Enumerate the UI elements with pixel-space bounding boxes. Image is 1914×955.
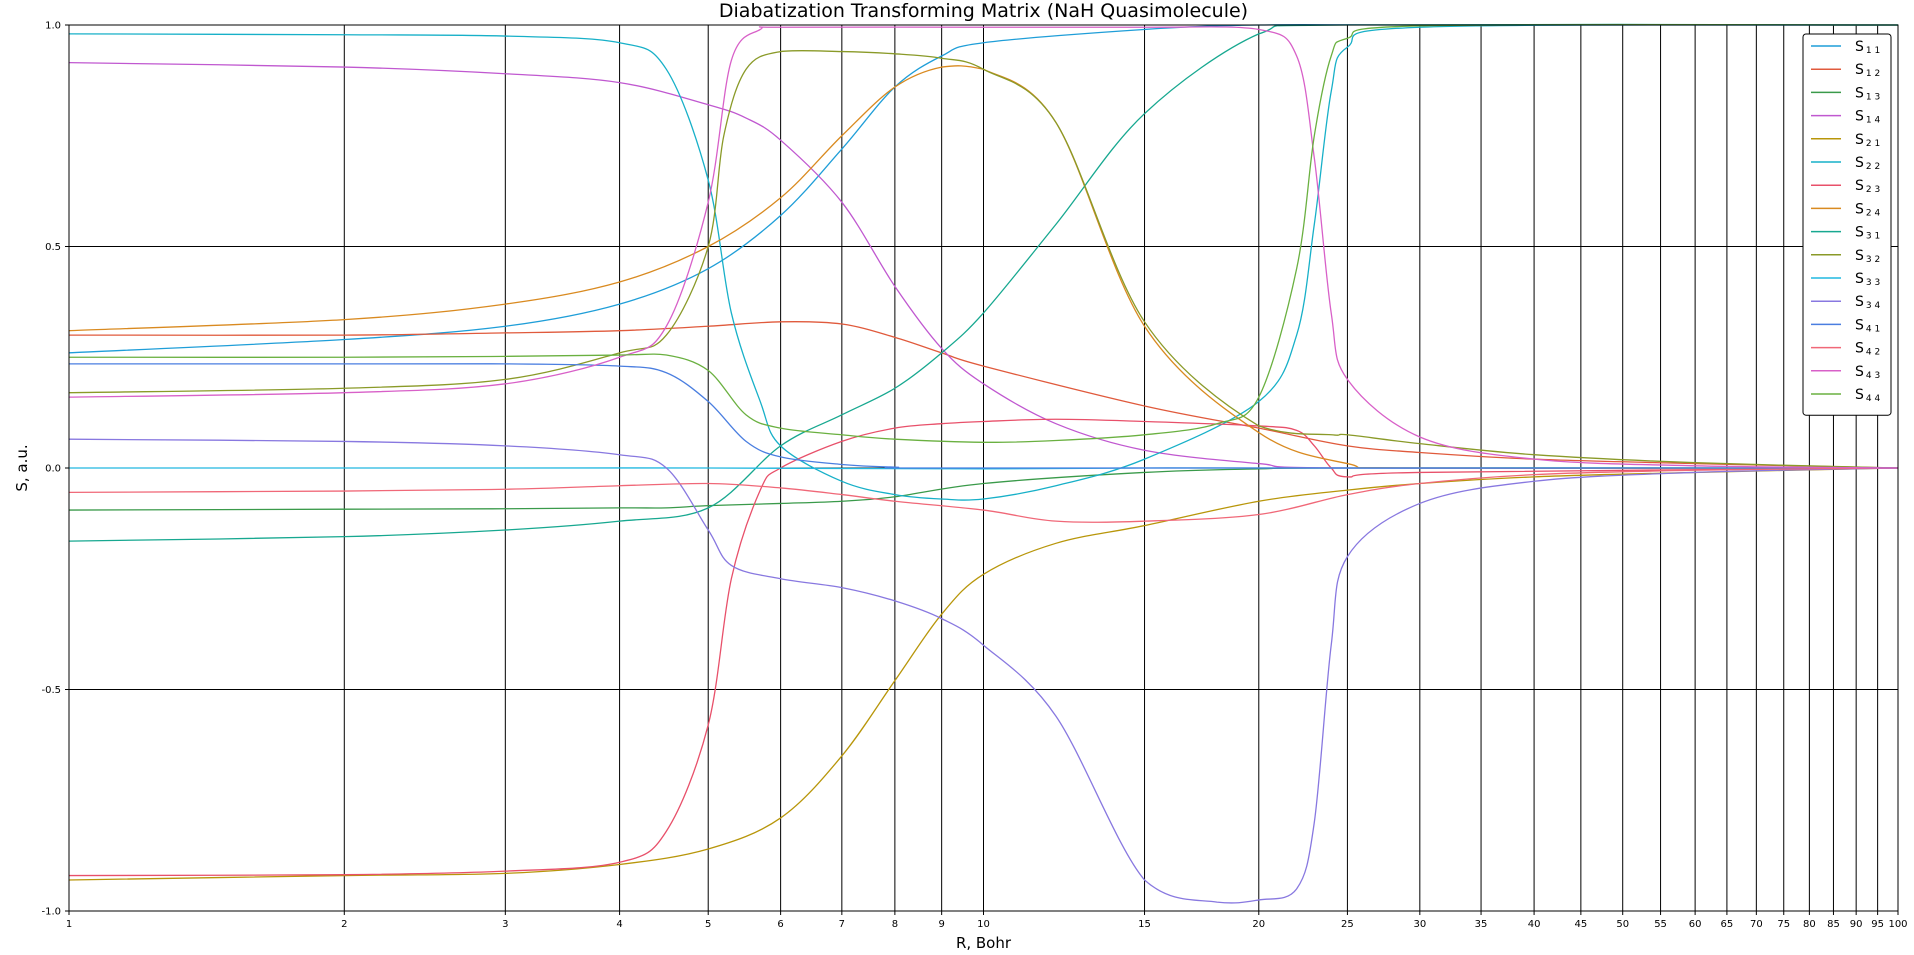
series-line-s22: [68, 24, 1899, 501]
x-tick-label: 6: [777, 919, 783, 930]
series-line-s14: [68, 62, 1899, 469]
x-tick-label: 2: [341, 919, 347, 930]
series-line-s42: [68, 467, 1899, 523]
x-tick-label: 40: [1528, 919, 1541, 930]
x-tick-label: 75: [1777, 919, 1790, 930]
x-tick-label: 5: [705, 919, 711, 930]
x-tick-label: 100: [1888, 919, 1907, 930]
x-tick-label: 8: [892, 919, 898, 930]
x-tick-label: 65: [1721, 919, 1734, 930]
x-tick-label: 55: [1654, 919, 1667, 930]
y-axis-label: S, a.u.: [13, 444, 31, 491]
chart-title: Diabatization Transforming Matrix (NaH Q…: [719, 0, 1248, 22]
series-line-s34: [68, 438, 1899, 904]
x-tick-label: 80: [1803, 919, 1816, 930]
x-tick-label: 25: [1341, 919, 1354, 930]
series-line-s21: [68, 467, 1899, 881]
x-tick-label: 1: [66, 919, 72, 930]
x-tick-label: 50: [1616, 919, 1629, 930]
series-line-s44: [68, 24, 1899, 443]
x-tick-label: 9: [938, 919, 944, 930]
x-tick-label: 70: [1750, 919, 1763, 930]
series-line-s32: [68, 49, 1899, 469]
x-tick-label: 10: [977, 919, 990, 930]
series-line-s23: [68, 418, 1899, 877]
legend-box: [1802, 33, 1892, 416]
x-tick-label: 60: [1689, 919, 1702, 930]
y-tick-label: -1.0: [41, 907, 61, 918]
series-line-s12: [68, 320, 1899, 469]
series-line-s41: [69, 363, 1899, 469]
x-tick-label: 3: [502, 919, 508, 930]
x-tick-label: 20: [1252, 919, 1265, 930]
y-tick-label: 0.5: [45, 242, 61, 253]
y-tick-label: 1.0: [45, 21, 61, 32]
y-tick-label: -0.5: [41, 685, 61, 696]
x-tick-label: 85: [1827, 919, 1840, 930]
x-tick-label: 4: [616, 919, 622, 930]
series-line-s24: [68, 65, 1899, 469]
series-line-s43: [68, 26, 1899, 469]
y-tick-label: 0.0: [45, 464, 61, 475]
x-tick-label: 35: [1475, 919, 1488, 930]
series-line-s31: [68, 23, 1899, 542]
x-tick-label: 95: [1871, 919, 1884, 930]
x-tick-label: 15: [1138, 919, 1151, 930]
ticks: 1 2 3 4 5 6 7 8 9 10 15 20 25 30 35 40 45 50 55 60 65 70 75 80 8…: [41, 21, 1907, 931]
x-tick-label: 45: [1574, 919, 1587, 930]
x-tick-label: 30: [1413, 919, 1426, 930]
x-axis-label: R, Bohr: [956, 934, 1012, 952]
series-layer: [68, 23, 1899, 904]
x-tick-label: 7: [839, 919, 845, 930]
x-tick-label: 90: [1850, 919, 1863, 930]
